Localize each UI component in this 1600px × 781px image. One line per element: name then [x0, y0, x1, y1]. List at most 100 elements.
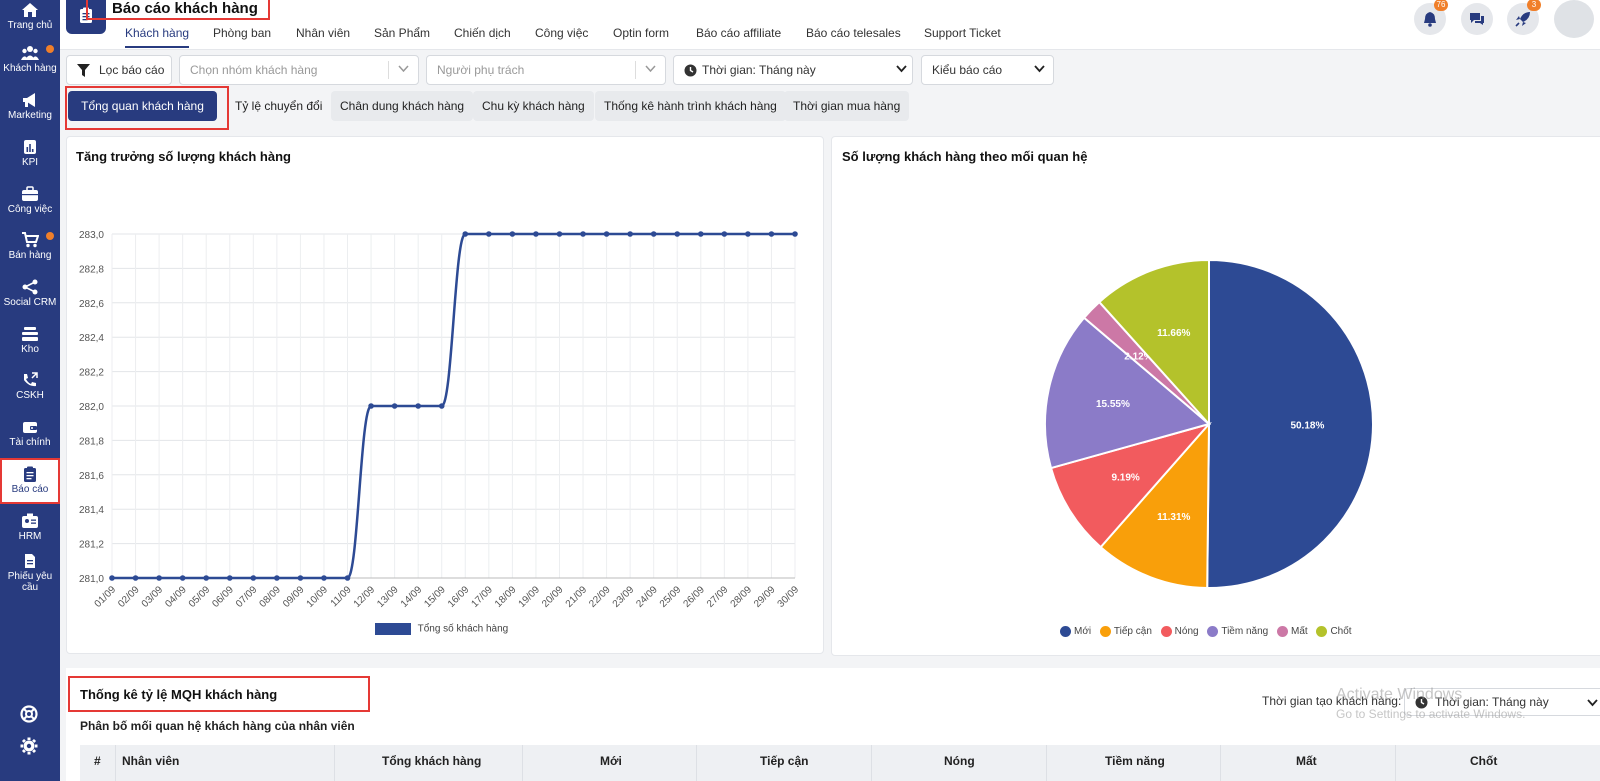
x-tick-label: 25/09: [658, 584, 684, 610]
sidebar-item-label: Tài chính: [9, 437, 51, 448]
filter-report-label: Lọc báo cáo: [99, 63, 165, 77]
tab-products[interactable]: Sản Phẩm: [374, 26, 431, 40]
data-point: [226, 575, 233, 581]
sidebar-item-kpi[interactable]: KPI: [0, 139, 60, 168]
pie-slice-label: 11.66%: [1157, 328, 1190, 339]
page-title: Báo cáo khách hàng: [112, 0, 258, 17]
messages-button[interactable]: [1461, 3, 1493, 35]
warehouse-icon: [22, 327, 38, 341]
sidebar-item-marketing[interactable]: Marketing: [0, 92, 60, 121]
col-closed: Chốt: [1470, 754, 1498, 768]
customer-group-select[interactable]: Chọn nhóm khách hàng: [179, 55, 419, 85]
x-tick-label: 11/09: [329, 584, 354, 609]
notification-badge: 76: [1434, 0, 1448, 11]
data-point: [556, 231, 563, 237]
sidebar-item-social-crm[interactable]: Social CRM: [0, 279, 60, 308]
report-type-label: Kiểu báo cáo: [932, 63, 1003, 77]
col-index: #: [94, 754, 101, 768]
sidebar-item-customers[interactable]: Khách hàng: [0, 45, 60, 74]
data-point: [721, 231, 728, 237]
y-tick-label: 282,4: [79, 333, 104, 344]
rocket-button[interactable]: 3: [1507, 0, 1541, 35]
x-tick-label: 03/09: [140, 584, 166, 610]
x-tick-label: 17/09: [469, 584, 495, 610]
y-tick-label: 282,0: [79, 402, 104, 413]
chat-icon: [1470, 13, 1484, 25]
cart-icon: [22, 232, 39, 248]
sidebar-item-tasks[interactable]: Công việc: [0, 186, 60, 215]
x-tick-label: 19/09: [517, 584, 543, 610]
report-tab-conversion[interactable]: Tỷ lệ chuyển đổi: [235, 99, 323, 113]
customer-group-placeholder: Chọn nhóm khách hàng: [190, 63, 318, 77]
data-point: [179, 575, 186, 581]
sidebar-item-customer-care[interactable]: CSKH: [0, 372, 60, 401]
notifications-button[interactable]: 76: [1414, 0, 1448, 35]
line-chart-grid: [111, 233, 796, 579]
tab-optin-form[interactable]: Optin form: [613, 26, 670, 40]
report-tab-lifecycle[interactable]: Chu kỳ khách hàng: [473, 91, 594, 121]
x-tick-label: 20/09: [540, 584, 566, 610]
owner-select[interactable]: Người phụ trách: [426, 55, 666, 85]
sidebar-item-finance[interactable]: Tài chính: [0, 419, 60, 448]
col-lost: Mất: [1296, 754, 1317, 768]
clipboard-icon: [24, 466, 36, 482]
sidebar-item-reports[interactable]: Báo cáo: [0, 458, 60, 504]
data-point: [415, 403, 421, 409]
sidebar: Trang chủ Khách hàng Marketing KPI Công …: [0, 0, 60, 781]
x-tick-label: 21/09: [564, 584, 590, 610]
notification-dot: [46, 232, 54, 240]
sidebar-item-hrm[interactable]: HRM: [0, 513, 60, 542]
x-tick-label: 28/09: [729, 584, 755, 610]
avatar[interactable]: [1554, 0, 1594, 38]
data-point: [297, 575, 304, 581]
data-point: [462, 231, 469, 237]
filter-report-button[interactable]: Lọc báo cáo: [66, 55, 172, 85]
x-tick-label: 06/09: [210, 584, 236, 610]
y-tick-label: 281,4: [79, 505, 104, 516]
megaphone-icon: [23, 93, 35, 107]
users-icon: [21, 46, 39, 60]
data-point: [438, 403, 445, 409]
support-icon[interactable]: [20, 705, 38, 723]
tab-employees[interactable]: Nhân viên: [296, 26, 351, 40]
section-title: Thống kê tỷ lệ MQH khách hàng: [80, 687, 278, 702]
sidebar-item-home[interactable]: Trang chủ: [0, 2, 60, 31]
report-tab-persona[interactable]: Chân dung khách hàng: [331, 91, 474, 121]
pie-slice: [1044, 316, 1212, 470]
pie-slice: [1206, 258, 1374, 589]
chevron-down-icon: [1587, 699, 1598, 707]
report-type-select[interactable]: Kiểu báo cáo: [921, 55, 1054, 85]
time-range-select[interactable]: Thời gian: Tháng này: [673, 55, 913, 85]
report-tab-purchase-time[interactable]: Thời gian mua hàng: [784, 91, 910, 121]
tab-departments[interactable]: Phòng ban: [213, 26, 272, 40]
tab-customers[interactable]: Khách hàng: [125, 26, 190, 48]
tab-support-ticket[interactable]: Support Ticket: [924, 26, 1001, 40]
report-tab-highlight-box: [65, 86, 229, 130]
tab-campaigns[interactable]: Chiến dịch: [454, 26, 511, 40]
rocket-badge: 3: [1527, 0, 1541, 11]
notification-dot: [46, 45, 54, 53]
data-point: [627, 231, 633, 237]
line-chart-legend: Tổng số khách hàng: [375, 623, 508, 635]
report-tab-journey[interactable]: Thống kê hành trình khách hàng: [595, 91, 786, 121]
briefcase-icon: [22, 186, 38, 201]
rocket-icon: [1515, 12, 1530, 27]
tab-telesales-report[interactable]: Báo cáo telesales: [806, 26, 901, 40]
sidebar-item-warehouse[interactable]: Kho: [0, 326, 60, 355]
tab-tasks[interactable]: Công việc: [535, 26, 589, 40]
data-point: [391, 403, 398, 409]
x-tick-label: 01/09: [93, 584, 119, 610]
chart-icon: [24, 140, 36, 154]
data-point: [697, 231, 704, 237]
sidebar-item-label: Bán hàng: [8, 250, 52, 261]
y-tick-label: 281,2: [79, 540, 104, 551]
data-point: [580, 231, 586, 237]
settings-icon[interactable]: [20, 737, 38, 755]
report-tab-overview[interactable]: Tổng quan khách hàng: [68, 91, 217, 121]
tab-affiliate-report[interactable]: Báo cáo affiliate: [696, 26, 782, 40]
time-created-select[interactable]: Thời gian: Tháng này: [1404, 688, 1600, 716]
sidebar-item-requests[interactable]: Phiếu yêu cầu: [0, 553, 60, 593]
sidebar-item-sales[interactable]: Bán hàng: [0, 232, 60, 261]
pie-slice-label: 50.18%: [1290, 421, 1324, 432]
x-tick-label: 04/09: [163, 584, 189, 610]
